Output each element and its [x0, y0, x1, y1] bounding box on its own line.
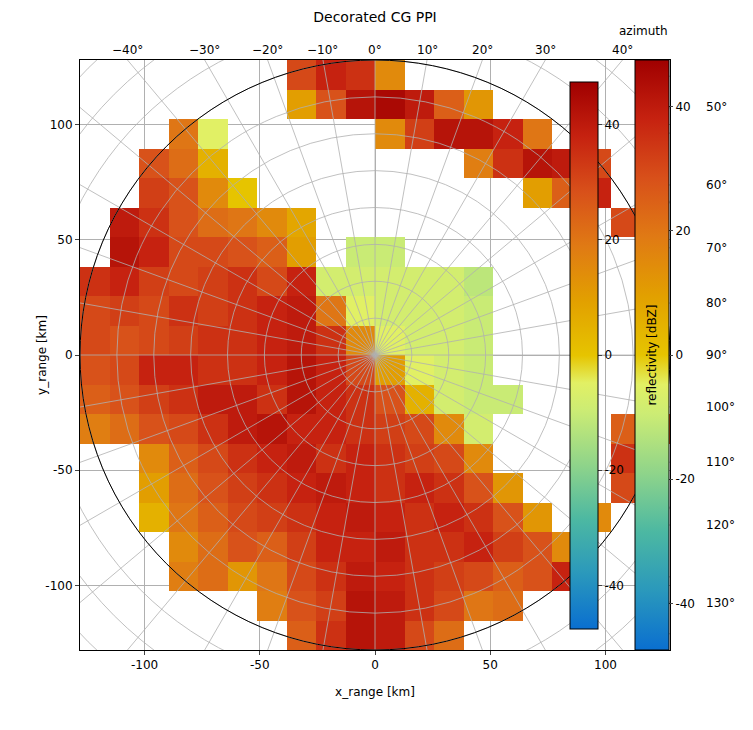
svg-text:0°: 0°: [368, 43, 382, 57]
svg-text:30°: 30°: [535, 43, 556, 57]
svg-text:x_range [km]: x_range [km]: [335, 685, 415, 699]
svg-text:80°: 80°: [706, 296, 727, 310]
svg-text:70°: 70°: [706, 241, 727, 255]
svg-text:110°: 110°: [706, 455, 735, 469]
svg-text:-50: -50: [53, 463, 73, 477]
svg-text:50: 50: [57, 233, 72, 247]
svg-text:0: 0: [675, 348, 683, 362]
svg-text:130°: 130°: [706, 596, 735, 610]
svg-text:40: 40: [675, 100, 690, 114]
svg-text:-20: -20: [604, 463, 624, 477]
svg-text:-50: -50: [250, 658, 270, 672]
svg-text:0: 0: [604, 348, 612, 362]
svg-text:120°: 120°: [706, 518, 735, 532]
svg-text:-20: -20: [675, 472, 695, 486]
svg-text:0: 0: [371, 658, 379, 672]
svg-text:90°: 90°: [706, 348, 727, 362]
svg-text:-100: -100: [45, 579, 72, 593]
svg-text:y_range [km]: y_range [km]: [35, 315, 49, 395]
svg-text:−40°: −40°: [112, 43, 143, 57]
svg-text:50°: 50°: [706, 100, 727, 114]
svg-text:0: 0: [65, 348, 73, 362]
svg-text:-40: -40: [675, 597, 695, 611]
svg-text:100: 100: [50, 118, 73, 132]
svg-text:100°: 100°: [706, 400, 735, 414]
svg-text:20°: 20°: [472, 43, 493, 57]
svg-text:reflectivity [dBZ]: reflectivity [dBZ]: [645, 304, 659, 405]
svg-text:50: 50: [483, 658, 498, 672]
svg-text:40°: 40°: [612, 43, 633, 57]
svg-text:100: 100: [594, 658, 617, 672]
svg-text:-40: -40: [604, 579, 624, 593]
svg-text:20: 20: [675, 224, 690, 238]
svg-text:−10°: −10°: [307, 43, 338, 57]
svg-text:Decorated CG PPI: Decorated CG PPI: [313, 9, 437, 25]
svg-text:40: 40: [604, 118, 619, 132]
svg-text:20: 20: [604, 233, 619, 247]
svg-text:−20°: −20°: [252, 43, 283, 57]
svg-text:-100: -100: [131, 658, 158, 672]
svg-text:60°: 60°: [706, 178, 727, 192]
svg-text:azimuth: azimuth: [619, 24, 668, 38]
svg-text:10°: 10°: [417, 43, 438, 57]
svg-text:−30°: −30°: [189, 43, 220, 57]
